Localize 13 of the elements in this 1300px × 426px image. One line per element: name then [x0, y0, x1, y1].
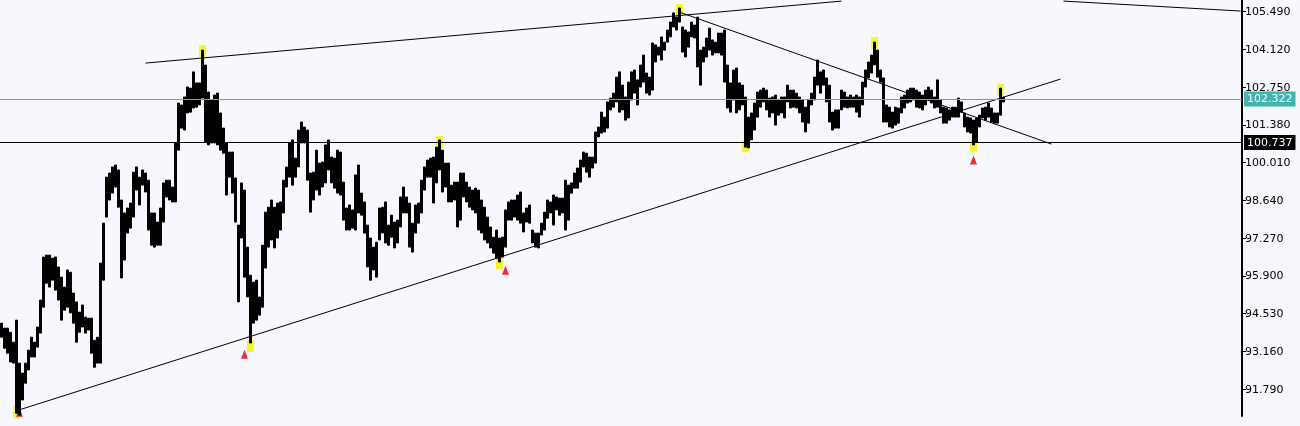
y-tick-label: 97.270 [1245, 231, 1284, 245]
ref-line-label: 102.322 [1247, 92, 1293, 106]
y-tick-label: 101.380 [1245, 118, 1291, 132]
y-tick-label: 94.530 [1245, 307, 1284, 321]
ref-line-label: 100.737 [1247, 135, 1293, 149]
y-tick-label: 100.010 [1245, 156, 1291, 170]
y-tick-label: 102.750 [1245, 80, 1291, 94]
y-tick-label: 93.160 [1245, 344, 1284, 358]
y-tick-label: 105.490 [1245, 5, 1291, 19]
y-tick-label: 98.640 [1245, 193, 1284, 207]
y-tick-label: 95.900 [1245, 269, 1284, 283]
y-tick-label: 91.790 [1245, 382, 1284, 396]
y-tick-label: 104.120 [1245, 42, 1291, 56]
